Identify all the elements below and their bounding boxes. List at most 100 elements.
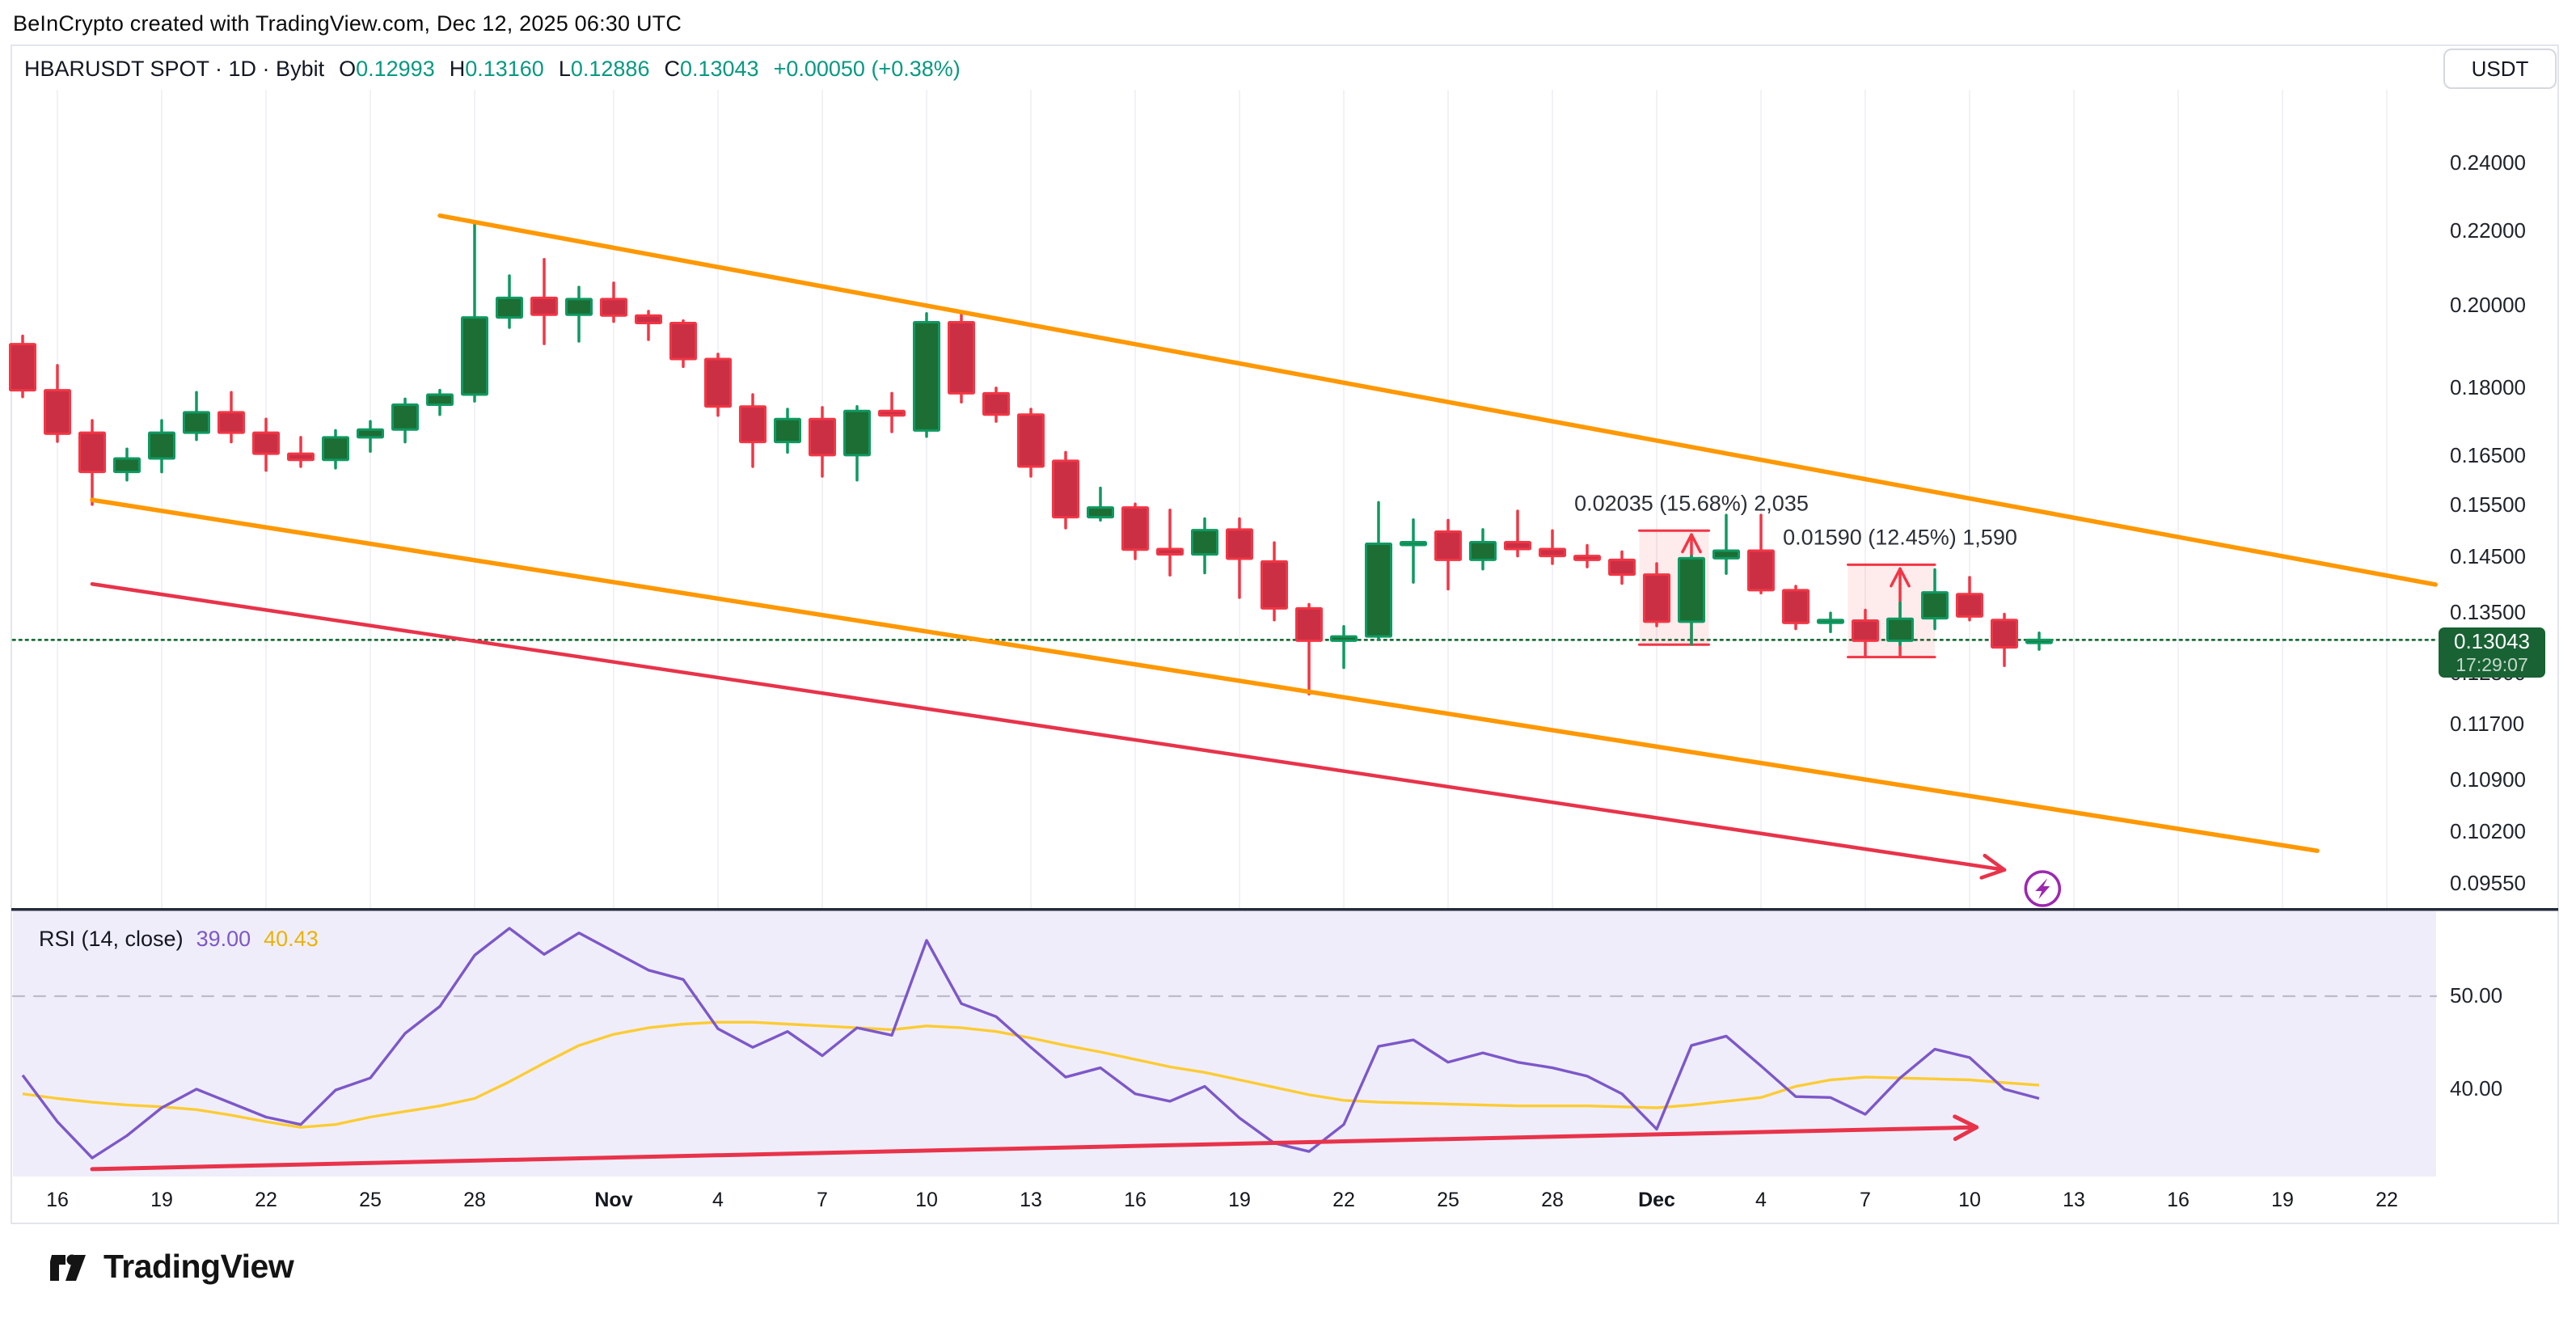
time-axis-label-16: 16 bbox=[1124, 1189, 1147, 1211]
time-axis-label-nov: Nov bbox=[594, 1189, 633, 1211]
time-axis-label-22: 22 bbox=[1332, 1189, 1355, 1211]
price-axis-label-0.20000: 0.20000 bbox=[2450, 293, 2526, 318]
time-axis-label-dec: Dec bbox=[1638, 1189, 1675, 1211]
candle-nov-25 bbox=[1434, 518, 1462, 591]
last-price-value: 0.13043 bbox=[2454, 628, 2530, 653]
rsi-ma-line bbox=[22, 1020, 2040, 1129]
time-axis-label-25: 25 bbox=[359, 1189, 382, 1211]
measure-annotation-1: 0.02035 (15.68%) 2,035 bbox=[1574, 491, 1809, 516]
candle-dec-3 bbox=[1712, 513, 1740, 575]
ohlc-high: H0.13160 bbox=[449, 57, 544, 81]
candle-dec-5 bbox=[1782, 585, 1810, 631]
candle-oct-20 bbox=[183, 391, 210, 441]
candle-nov-16 bbox=[1121, 502, 1149, 560]
candle-nov-21 bbox=[1295, 602, 1323, 696]
rsi-indicator-title[interactable]: RSI (14, close) bbox=[39, 927, 184, 951]
candle-oct-15 bbox=[9, 334, 36, 399]
candle-nov-29 bbox=[1573, 543, 1601, 568]
ohlc-open: O0.12993 bbox=[339, 57, 435, 81]
price-axis-label-0.24000: 0.24000 bbox=[2450, 150, 2526, 175]
candle-nov-2 bbox=[635, 310, 662, 341]
price-axis-label-0.15500: 0.15500 bbox=[2450, 492, 2526, 517]
candle-nov-1 bbox=[600, 281, 627, 323]
candle-nov-14 bbox=[1052, 450, 1079, 530]
price-axis-label-0.22000: 0.22000 bbox=[2450, 218, 2526, 243]
time-axis-label-22: 22 bbox=[255, 1189, 277, 1211]
candle-nov-28 bbox=[1539, 529, 1566, 565]
candle-nov-22 bbox=[1330, 624, 1358, 670]
time-axis-label-10: 10 bbox=[915, 1189, 938, 1211]
candle-nov-23 bbox=[1365, 501, 1392, 640]
price-axis-label-0.13500: 0.13500 bbox=[2450, 600, 2526, 625]
time-axis-label-19: 19 bbox=[2271, 1189, 2294, 1211]
candle-nov-9 bbox=[878, 391, 906, 433]
rsi-line bbox=[21, 927, 2040, 1160]
candle-nov-27 bbox=[1504, 509, 1531, 558]
last-price-badge[interactable]: 0.13043 17:29:07 bbox=[2439, 627, 2545, 678]
time-axis-label-4: 4 bbox=[1755, 1189, 1767, 1211]
time-axis-label-13: 13 bbox=[2063, 1189, 2085, 1211]
candle-dec-10 bbox=[1956, 576, 1983, 622]
time-axis-label-28: 28 bbox=[1541, 1189, 1564, 1211]
rsi-ma-value: 40.43 bbox=[264, 927, 319, 951]
rsi-ascending-support[interactable] bbox=[90, 1114, 1979, 1172]
candle-oct-22 bbox=[252, 417, 280, 472]
symbol-title[interactable]: HBARUSDT SPOT · 1D · Bybit bbox=[24, 57, 325, 81]
candle-nov-15 bbox=[1087, 486, 1114, 522]
ohlc-close: C0.13043 bbox=[664, 57, 759, 81]
rsi-legend: RSI (14, close) 39.00 40.43 bbox=[39, 927, 319, 952]
tradingview-logo-icon bbox=[50, 1254, 86, 1281]
candle-oct-31 bbox=[565, 285, 593, 343]
time-axis-label-13: 13 bbox=[1020, 1189, 1042, 1211]
currency-toggle-button[interactable]: USDT bbox=[2443, 49, 2557, 89]
candle-nov-11 bbox=[948, 310, 975, 404]
price-axis-label-0.09550: 0.09550 bbox=[2450, 870, 2526, 895]
candle-nov-24 bbox=[1400, 518, 1427, 584]
lightning-marker[interactable] bbox=[2024, 870, 2062, 907]
candle-nov-10 bbox=[913, 311, 940, 438]
candle-nov-3 bbox=[669, 319, 697, 369]
tradingview-logo-text: TradingView bbox=[103, 1247, 294, 1285]
grid-lines bbox=[57, 90, 2388, 909]
candle-dec-11 bbox=[1991, 612, 2018, 668]
candle-oct-23 bbox=[287, 436, 315, 468]
time-axis-label-7: 7 bbox=[817, 1189, 828, 1211]
tradingview-logo[interactable]: TradingView bbox=[50, 1247, 294, 1286]
candle-nov-4 bbox=[704, 353, 732, 417]
candle-oct-24 bbox=[322, 429, 349, 470]
measure-annotation-2: 0.01590 (12.45%) 1,590 bbox=[1783, 525, 2017, 550]
breakdown-projection[interactable] bbox=[90, 581, 2007, 880]
time-axis-label-16: 16 bbox=[2167, 1189, 2190, 1211]
time-axis-label-19: 19 bbox=[1228, 1189, 1251, 1211]
change-value: +0.00050 (+0.38%) bbox=[773, 57, 961, 81]
candle-nov-12 bbox=[982, 387, 1010, 423]
descending-channel-bottom[interactable] bbox=[90, 497, 2320, 853]
candle-nov-26 bbox=[1469, 528, 1497, 571]
candle-dec-1 bbox=[1643, 562, 1670, 627]
time-axis-label-10: 10 bbox=[1958, 1189, 1981, 1211]
candles bbox=[9, 222, 2053, 696]
rsi-axis-label-50.00: 50.00 bbox=[2450, 983, 2503, 1008]
pane-separator[interactable] bbox=[11, 908, 2558, 911]
price-axis-label-0.10900: 0.10900 bbox=[2450, 767, 2526, 792]
price-axis-label-0.10200: 0.10200 bbox=[2450, 819, 2526, 844]
symbol-legend: HBARUSDT SPOT · 1D · Bybit O0.12993 H0.1… bbox=[24, 57, 961, 82]
descending-channel-top[interactable] bbox=[437, 213, 2438, 587]
candle-nov-19 bbox=[1226, 517, 1253, 599]
bar-countdown: 17:29:07 bbox=[2456, 653, 2528, 675]
candle-oct-18 bbox=[113, 447, 141, 482]
time-axis-label-4: 4 bbox=[712, 1189, 724, 1211]
time-axis-label-25: 25 bbox=[1437, 1189, 1459, 1211]
candle-oct-28 bbox=[461, 222, 488, 403]
candle-nov-18 bbox=[1191, 517, 1218, 575]
price-axis-label-0.18000: 0.18000 bbox=[2450, 374, 2526, 399]
candle-dec-2 bbox=[1678, 554, 1705, 646]
attribution-text: BeInCrypto created with TradingView.com,… bbox=[13, 11, 682, 36]
candle-dec-12 bbox=[2025, 632, 2053, 651]
ohlc-low: L0.12886 bbox=[558, 57, 650, 81]
candle-nov-5 bbox=[739, 393, 766, 468]
candle-nov-30 bbox=[1608, 550, 1636, 585]
candle-dec-7 bbox=[1852, 608, 1879, 658]
candle-oct-19 bbox=[148, 419, 175, 474]
